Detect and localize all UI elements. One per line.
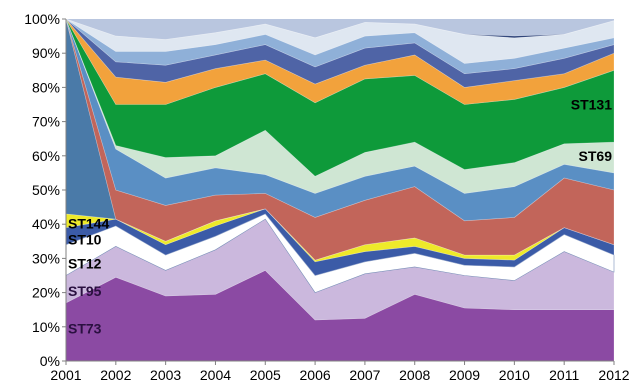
y-tick-label: 30%	[32, 250, 60, 266]
x-tick-label: 2011	[549, 367, 579, 383]
area-st69	[65, 18, 615, 194]
area-series-14	[65, 18, 615, 40]
area-st144	[65, 208, 615, 263]
x-tick-label: 2006	[300, 367, 331, 383]
x-tick-label: 2012	[598, 367, 629, 383]
y-tick-label: 80%	[32, 79, 60, 95]
y-tick-label: 0%	[40, 353, 60, 369]
x-tick-label: 2002	[100, 367, 131, 383]
y-tick-label: 40%	[32, 216, 60, 232]
y-tick-label: 100%	[24, 11, 60, 27]
x-tick-label: 2008	[399, 367, 430, 383]
x-tick-label: 2010	[499, 367, 530, 383]
axes: 0% 10% 20% 30% 40% 50% 60% 70% 80% 90% 100% 2001 200…	[24, 11, 630, 383]
y-tick-label: 70%	[32, 114, 60, 130]
series-label-st144: ST144	[68, 216, 109, 232]
area-series-group	[65, 18, 615, 362]
x-tick-label: 2009	[449, 367, 480, 383]
y-tick-label: 50%	[32, 182, 60, 198]
area-st131	[65, 18, 615, 177]
area-series-11	[65, 18, 615, 88]
x-tick-label: 2007	[349, 367, 380, 383]
series-label-st10: ST10	[68, 232, 102, 248]
x-tick-label: 2001	[50, 367, 81, 383]
y-tick-label: 60%	[32, 148, 60, 164]
y-tick-label: 10%	[32, 319, 60, 335]
x-tick-label: 2004	[200, 367, 231, 383]
area-series-10	[65, 18, 615, 105]
series-label-st95: ST95	[68, 283, 102, 299]
series-label-st12: ST12	[68, 256, 102, 272]
area-series-6	[65, 18, 615, 261]
area-series-13	[65, 18, 615, 64]
series-label-st131: ST131	[571, 97, 612, 113]
series-label-st69: ST69	[579, 148, 613, 164]
y-tick-label: 20%	[32, 285, 60, 301]
y-tick-label: 90%	[32, 45, 60, 61]
series-label-st73: ST73	[68, 321, 102, 337]
x-tick-label: 2005	[250, 367, 281, 383]
x-tick-label: 2003	[150, 367, 181, 383]
